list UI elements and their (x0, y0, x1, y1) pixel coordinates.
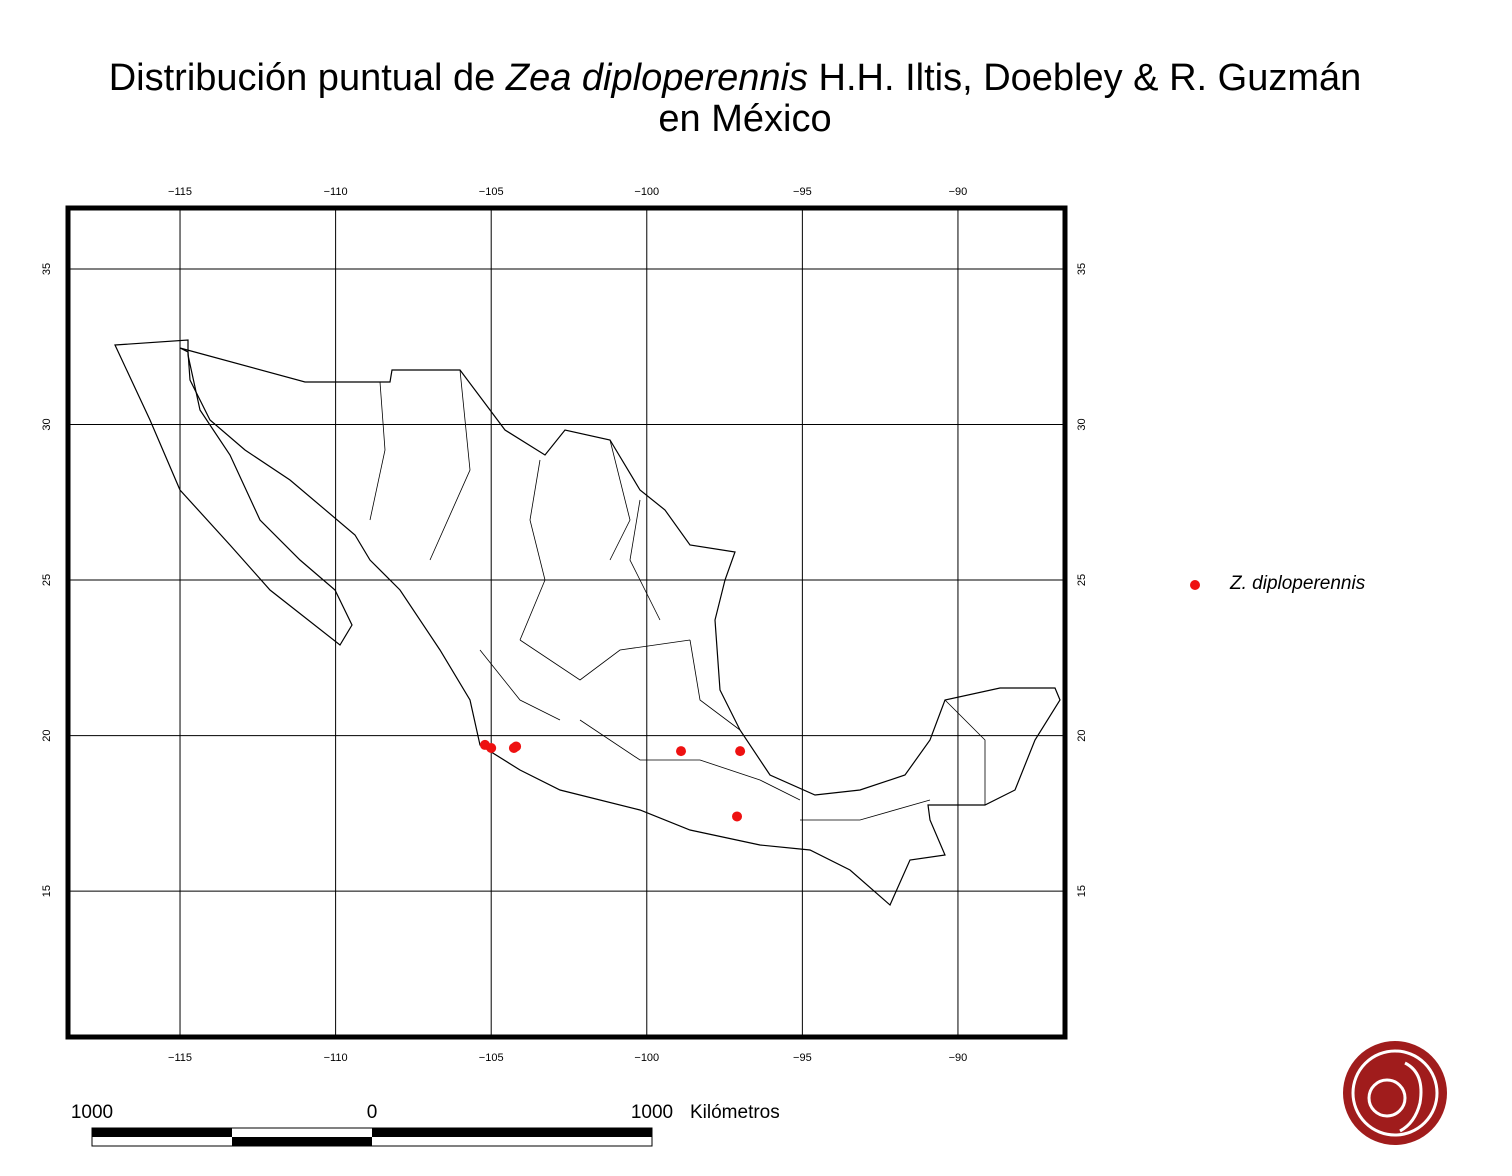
x-tick-label: −95 (793, 1052, 812, 1064)
x-tick-label: −90 (949, 186, 968, 198)
logo-disc (1343, 1041, 1447, 1145)
logo-face (1367, 1078, 1407, 1118)
x-tick-label: −95 (793, 186, 812, 198)
title-part: H.H. Iltis, Doebley & R. Guzmán (808, 57, 1361, 99)
x-tick-label: −105 (479, 186, 504, 198)
y-tick-label: 25 (41, 574, 53, 586)
mainland (179, 347, 1061, 906)
scale-label: 0 (367, 1102, 378, 1123)
legend-marker (1190, 580, 1200, 590)
y-tick-label: 20 (1076, 729, 1088, 741)
y-tick-label: 15 (41, 885, 53, 897)
graticule: −115 −115 −110 −110 −105 −105 −100 −100 −95 −95 −9… (41, 186, 1088, 1064)
baja-california (114, 339, 353, 646)
state-borders (369, 369, 986, 821)
map-frame (65, 205, 1068, 1040)
point (486, 743, 497, 754)
point (732, 811, 743, 822)
x-tick-label: −110 (324, 186, 348, 198)
scale-segment (372, 1128, 652, 1137)
title-part: Distribución puntual de (109, 57, 506, 99)
x-tick-label: −100 (634, 1052, 659, 1064)
y-tick-label: 35 (41, 263, 53, 275)
y-tick-label: 25 (1076, 574, 1088, 586)
y-tick-label: 15 (1076, 885, 1088, 897)
x-tick-label: −100 (634, 186, 659, 198)
logo-bird (1399, 1061, 1423, 1133)
point (676, 746, 687, 757)
title-species: Zea diploperennis (505, 57, 808, 99)
legend-label: Z. diploperennis (1229, 573, 1366, 594)
points (479, 739, 746, 822)
x-tick-label: −90 (949, 1052, 968, 1064)
y-tick-label: 20 (41, 729, 53, 741)
mexico-outline (114, 339, 1061, 906)
scale-unit: Kilómetros (690, 1102, 780, 1123)
point (511, 741, 522, 752)
scale-label: 1000 (71, 1102, 113, 1123)
scale-segment (92, 1128, 232, 1137)
scale-bar: 1000 0 1000 Kilómetros (71, 1102, 780, 1147)
x-tick-label: −115 (168, 1052, 192, 1064)
y-tick-label: 35 (1076, 263, 1088, 275)
title-line-2: en México (658, 98, 831, 140)
x-tick-label: −115 (168, 186, 192, 198)
y-tick-label: 30 (41, 418, 53, 430)
scale-segment (232, 1137, 372, 1146)
title-line-1: Distribución puntual de Zea diploperenni… (109, 57, 1362, 99)
x-tick-label: −105 (479, 1052, 504, 1064)
y-tick-label: 30 (1076, 418, 1088, 430)
scale-label: 1000 (631, 1102, 673, 1123)
point (735, 746, 746, 757)
logo (1343, 1041, 1447, 1145)
logo-ring (1351, 1049, 1439, 1137)
x-tick-label: −110 (324, 1052, 348, 1064)
